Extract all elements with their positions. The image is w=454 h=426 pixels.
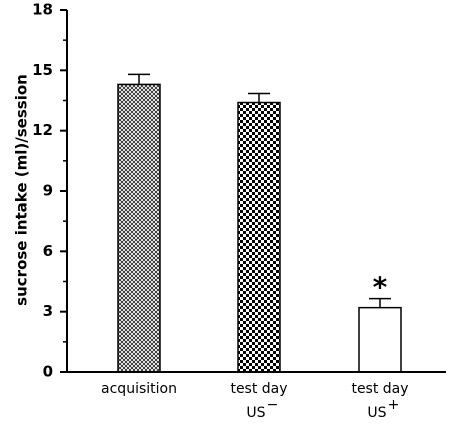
category-sublabel: US bbox=[367, 405, 386, 421]
y-axis-label: sucrose intake (ml)/session bbox=[13, 74, 31, 306]
category-label: acquisition bbox=[101, 381, 177, 397]
y-tick-label: 0 bbox=[43, 363, 53, 381]
category-superscript: − bbox=[267, 397, 279, 413]
category-label: test day bbox=[351, 381, 408, 397]
bar-1 bbox=[237, 101, 281, 373]
bar-0 bbox=[117, 83, 161, 373]
y-tick-label: 12 bbox=[32, 121, 53, 139]
category-superscript: + bbox=[388, 397, 400, 413]
category-label: test day bbox=[230, 381, 287, 397]
bars: * bbox=[67, 73, 446, 373]
y-tick-label: 15 bbox=[32, 61, 53, 79]
significance-marker: * bbox=[373, 271, 388, 304]
y-tick-label: 9 bbox=[43, 182, 53, 200]
bar-2 bbox=[358, 306, 402, 373]
y-tick-label: 6 bbox=[43, 242, 53, 260]
y-tick-label: 3 bbox=[43, 302, 53, 320]
y-axis-ticks: 0 3 6 9 12 15 18 bbox=[32, 1, 67, 381]
y-tick-label: 18 bbox=[32, 1, 53, 19]
category-sublabel: US bbox=[246, 405, 265, 421]
